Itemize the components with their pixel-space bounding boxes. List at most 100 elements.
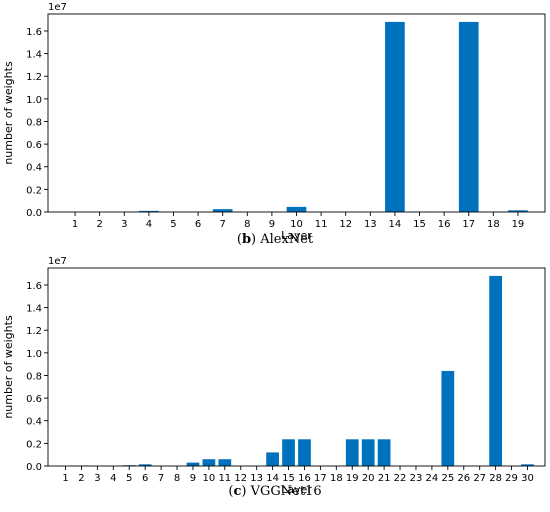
- x-tick-label: 2: [96, 219, 102, 230]
- bar: [139, 210, 159, 212]
- bar: [508, 210, 528, 212]
- x-tick-label: 18: [330, 473, 343, 484]
- x-tick-label: 22: [394, 473, 407, 484]
- y-tick-label: 0.4: [26, 163, 42, 174]
- x-tick-label: 16: [298, 473, 311, 484]
- caption-text: VGGNet16: [250, 484, 322, 499]
- x-tick-label: 6: [142, 473, 148, 484]
- y-axis-label: number of weights: [2, 315, 15, 419]
- bar: [521, 464, 534, 466]
- y-axis-label: number of weights: [2, 61, 15, 165]
- x-tick-label: 24: [426, 473, 439, 484]
- x-tick-label: 21: [378, 473, 391, 484]
- bar: [489, 275, 502, 466]
- y-tick-label: 1.4: [26, 304, 42, 315]
- x-tick-label: 12: [339, 219, 352, 230]
- x-tick-label: 5: [170, 219, 176, 230]
- bar: [138, 464, 152, 466]
- caption-vggnet16: (c) VGGNet16: [228, 484, 322, 499]
- x-tick-label: 30: [521, 473, 534, 484]
- x-tick-label: 2: [78, 473, 84, 484]
- caption-letter: c: [233, 484, 242, 499]
- x-tick-label: 3: [121, 219, 127, 230]
- y-tick-label: 0.6: [26, 394, 42, 405]
- y-tick-label: 0.8: [26, 117, 42, 128]
- y-tick-label: 0.8: [26, 371, 42, 382]
- bar: [385, 21, 405, 213]
- bar: [458, 21, 479, 213]
- x-tick-label: 11: [315, 219, 328, 230]
- bar: [218, 459, 232, 466]
- x-tick-label: 10: [290, 219, 303, 230]
- x-tick-label: 13: [364, 219, 377, 230]
- y-tick-label: 1.6: [26, 281, 42, 292]
- y-tick-label: 0.0: [26, 462, 42, 473]
- x-axis-label: Layer: [281, 483, 312, 496]
- x-tick-label: 23: [410, 473, 423, 484]
- x-tick-label: 1: [72, 219, 78, 230]
- y-tick-label: 1.4: [26, 50, 42, 61]
- x-tick-label: 29: [505, 473, 518, 484]
- bar: [298, 439, 311, 466]
- x-tick-label: 7: [220, 219, 226, 230]
- x-tick-label: 25: [441, 473, 454, 484]
- y-tick-label: 0.6: [26, 140, 42, 151]
- y-tick-label: 1.2: [26, 326, 42, 337]
- x-tick-label: 19: [346, 473, 359, 484]
- offset-label: 1e7: [48, 256, 67, 267]
- y-tick-label: 0.2: [26, 185, 42, 196]
- y-tick-label: 1.0: [26, 349, 42, 360]
- caption-letter: b: [241, 232, 252, 247]
- x-tick-label: 28: [489, 473, 502, 484]
- x-tick-label: 13: [250, 473, 263, 484]
- x-tick-label: 17: [462, 219, 475, 230]
- bar: [345, 439, 359, 466]
- x-tick-label: 5: [126, 473, 132, 484]
- bar: [212, 209, 233, 212]
- x-tick-label: 3: [94, 473, 100, 484]
- x-tick-label: 18: [487, 219, 500, 230]
- x-tick-label: 4: [110, 473, 116, 484]
- offset-label: 1e7: [48, 2, 67, 13]
- x-tick-label: 7: [158, 473, 164, 484]
- y-tick-label: 0.2: [26, 439, 42, 450]
- x-tick-label: 8: [244, 219, 250, 230]
- x-tick-label: 6: [195, 219, 201, 230]
- x-tick-label: 19: [512, 219, 525, 230]
- x-tick-label: 9: [190, 473, 196, 484]
- x-tick-label: 8: [174, 473, 180, 484]
- x-tick-label: 14: [389, 219, 402, 230]
- y-tick-label: 1.2: [26, 72, 42, 83]
- chart-alexnet: 0.00.20.40.60.81.01.21.41.61 2 3 4 5 6 7 8 9 10 11…: [2, 2, 546, 242]
- bar: [186, 462, 200, 466]
- bar: [266, 452, 279, 466]
- x-tick-label: 12: [234, 473, 247, 484]
- y-tick-label: 1.6: [26, 27, 42, 38]
- x-tick-label: 11: [218, 473, 231, 484]
- x-tick-label: 9: [269, 219, 275, 230]
- x-tick-label: 15: [413, 219, 426, 230]
- bar: [377, 439, 391, 466]
- y-tick-label: 1.0: [26, 95, 42, 106]
- caption-text: AlexNet: [260, 232, 314, 247]
- x-tick-label: 1: [62, 473, 68, 484]
- x-tick-label: 17: [314, 473, 327, 484]
- x-tick-label: 16: [438, 219, 451, 230]
- x-tick-label: 15: [282, 473, 295, 484]
- bar: [282, 439, 295, 466]
- caption-alexnet: (b) AlexNet: [236, 232, 314, 247]
- bar: [202, 459, 216, 466]
- chart-vggnet16: 0.00.20.40.60.81.01.21.41.61 2 3 4 5 6 7 8 9 10 11…: [2, 256, 546, 496]
- x-tick-label: 10: [203, 473, 216, 484]
- x-tick-label: 14: [266, 473, 279, 484]
- x-tick-label: 20: [362, 473, 375, 484]
- bar: [286, 206, 307, 212]
- y-tick-label: 0.4: [26, 417, 42, 428]
- y-tick-label: 0.0: [26, 208, 42, 219]
- x-tick-label: 26: [457, 473, 470, 484]
- x-axis-label: Layer: [281, 229, 312, 242]
- plot-frame: [47, 267, 546, 467]
- bar: [361, 439, 375, 466]
- x-tick-label: 27: [473, 473, 486, 484]
